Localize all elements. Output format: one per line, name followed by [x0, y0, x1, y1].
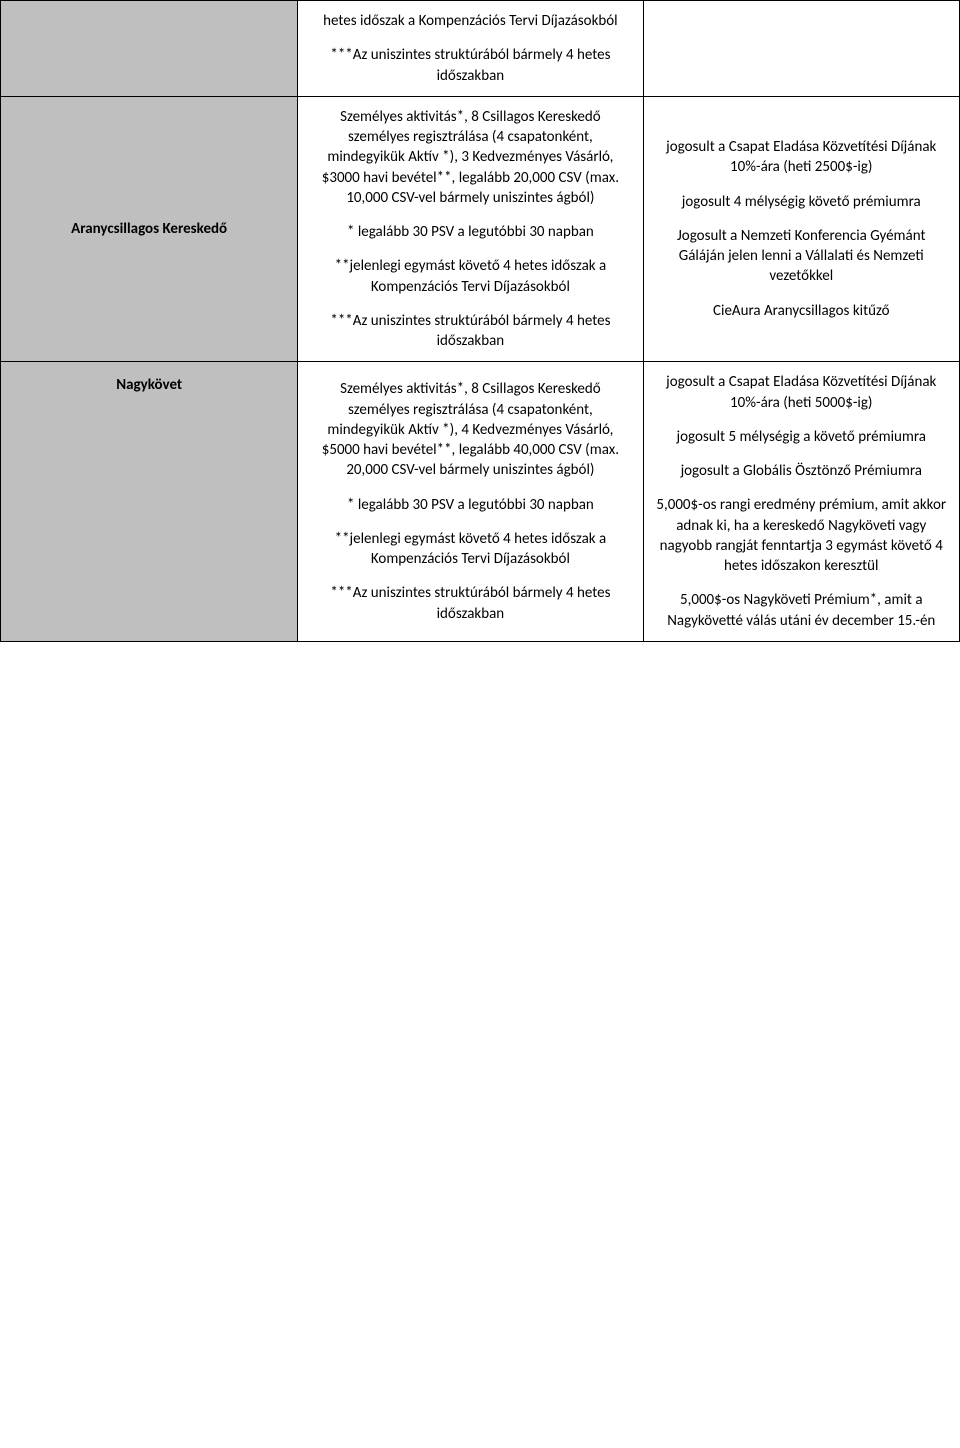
benefits-cell: jogosult a Csapat Eladása Közvetítési Dí…: [643, 362, 959, 642]
rank-label: Aranycsillagos Kereskedő: [71, 220, 227, 238]
benefit-text: CieAura Aranycsillagos kitűző: [656, 301, 947, 321]
rank-label: Nagykövet: [116, 376, 182, 394]
requirements-cell: hetes időszak a Kompenzációs Tervi Díjaz…: [298, 1, 643, 97]
requirement-text: Személyes aktivitás*, 8 Csillagos Keresk…: [310, 379, 630, 480]
benefit-text: jogosult 4 mélységig követő prémiumra: [656, 192, 947, 212]
requirement-text: * legalább 30 PSV a legutóbbi 30 napban: [310, 495, 630, 515]
table-row: Aranycsillagos Kereskedő Személyes aktiv…: [1, 96, 960, 362]
requirement-text: ***Az uniszintes struktúrából bármely 4 …: [310, 583, 630, 624]
rank-cell: Aranycsillagos Kereskedő: [1, 96, 298, 362]
table-row: Nagykövet Személyes aktivitás*, 8 Csilla…: [1, 362, 960, 642]
rank-cell: Nagykövet: [1, 362, 298, 642]
rank-cell: [1, 1, 298, 97]
requirements-cell: Személyes aktivitás*, 8 Csillagos Keresk…: [298, 362, 643, 642]
requirement-text: hetes időszak a Kompenzációs Tervi Díjaz…: [310, 11, 630, 31]
page-container: hetes időszak a Kompenzációs Tervi Díjaz…: [0, 0, 960, 642]
benefit-text: Jogosult a Nemzeti Konferencia Gyémánt G…: [656, 226, 947, 287]
requirement-text: **jelenlegi egymást követő 4 hetes idősz…: [310, 529, 630, 570]
compensation-table: hetes időszak a Kompenzációs Tervi Díjaz…: [0, 0, 960, 642]
requirement-text: Személyes aktivitás*, 8 Csillagos Keresk…: [310, 107, 630, 208]
benefits-cell: [643, 1, 959, 97]
benefit-text: jogosult a Csapat Eladása Közvetítési Dí…: [656, 137, 947, 178]
requirement-text: ***Az uniszintes struktúrából bármely 4 …: [310, 45, 630, 86]
requirement-text: **jelenlegi egymást követő 4 hetes idősz…: [310, 256, 630, 297]
requirements-cell: Személyes aktivitás*, 8 Csillagos Keresk…: [298, 96, 643, 362]
benefit-text: jogosult a Globális Ösztönző Prémiumra: [656, 461, 947, 481]
benefit-text: jogosult 5 mélységig a követő prémiumra: [656, 427, 947, 447]
benefit-text: 5,000$-os rangi eredmény prémium, amit a…: [656, 495, 947, 576]
requirement-text: * legalább 30 PSV a legutóbbi 30 napban: [310, 222, 630, 242]
requirement-text: ***Az uniszintes struktúrából bármely 4 …: [310, 311, 630, 352]
benefits-cell: jogosult a Csapat Eladása Közvetítési Dí…: [643, 96, 959, 362]
benefit-text: jogosult a Csapat Eladása Közvetítési Dí…: [656, 372, 947, 413]
table-row: hetes időszak a Kompenzációs Tervi Díjaz…: [1, 1, 960, 97]
benefit-text: 5,000$-os Nagyköveti Prémium*, amit a Na…: [656, 590, 947, 631]
